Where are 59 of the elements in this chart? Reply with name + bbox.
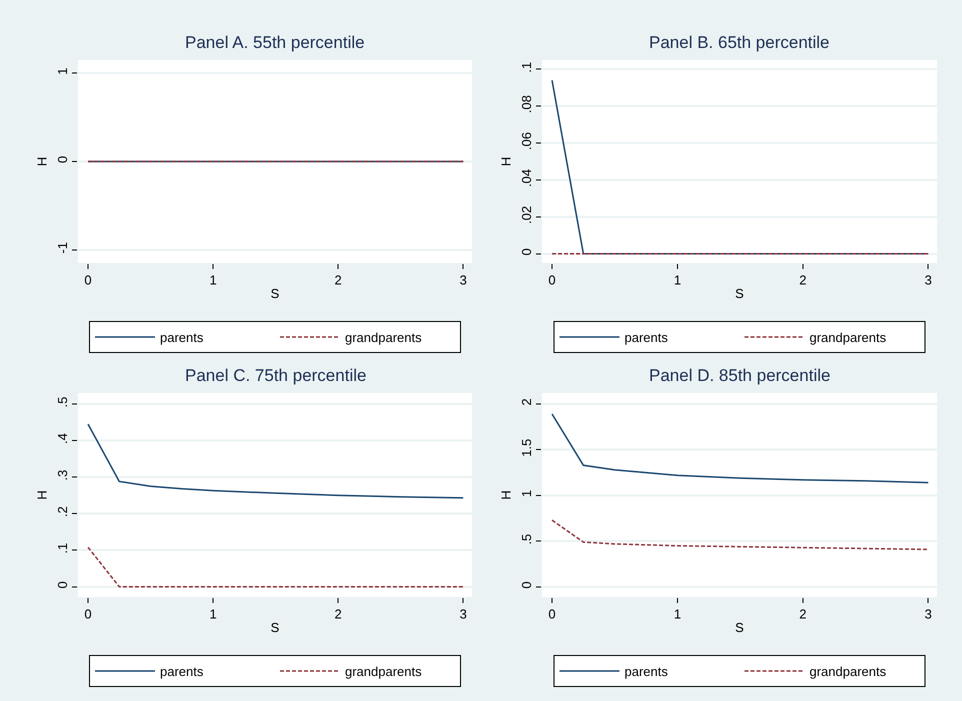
line-series bbox=[87, 423, 464, 499]
x-tick-label: 1 bbox=[209, 272, 217, 288]
chart-title: Panel B. 65th percentile bbox=[649, 33, 830, 52]
y-axis-title: H bbox=[34, 156, 50, 166]
y-tick-label: 1.5 bbox=[518, 438, 534, 457]
y-tick-label: 0 bbox=[518, 581, 534, 589]
legend-label: parents bbox=[160, 664, 204, 680]
chart-title: Panel A. 55th percentile bbox=[185, 33, 365, 52]
x-axis-title: S bbox=[270, 620, 280, 636]
y-tick-label: 2 bbox=[518, 398, 534, 406]
y-tick-label: .4 bbox=[54, 433, 70, 444]
y-tick-label: .2 bbox=[54, 506, 70, 518]
x-tick-label: 1 bbox=[674, 272, 682, 288]
legend-label: parents bbox=[624, 664, 668, 680]
legend-label: grandparents bbox=[810, 664, 887, 680]
y-tick-label: 1 bbox=[54, 68, 70, 75]
y-tick-label: -1 bbox=[54, 242, 70, 254]
legend-label: grandparents bbox=[810, 330, 887, 346]
y-tick-label: .02 bbox=[518, 206, 534, 224]
y-axis-title: H bbox=[498, 156, 514, 166]
x-axis-title: S bbox=[735, 620, 744, 636]
x-tick-label: 3 bbox=[460, 606, 467, 622]
y-tick-label: 0 bbox=[518, 248, 534, 256]
x-tick-label: 0 bbox=[84, 606, 92, 622]
y-axis-title: H bbox=[34, 490, 50, 500]
y-tick-label: 1 bbox=[518, 490, 534, 498]
x-tick-label: 1 bbox=[209, 606, 217, 622]
x-tick-label: 2 bbox=[334, 272, 342, 288]
y-tick-label: .08 bbox=[518, 95, 534, 114]
y-tick-label: 0 bbox=[54, 581, 70, 588]
x-tick-label: 3 bbox=[460, 272, 467, 288]
x-tick-label: 0 bbox=[548, 606, 556, 622]
line-series bbox=[551, 413, 929, 484]
y-tick-label: .06 bbox=[518, 132, 534, 150]
x-tick-label: 3 bbox=[924, 606, 932, 622]
y-tick-label: .3 bbox=[54, 470, 70, 481]
x-axis-title: S bbox=[270, 286, 280, 302]
chart-title: Panel D. 85th percentile bbox=[649, 366, 830, 385]
x-tick-label: 2 bbox=[799, 606, 806, 622]
y-tick-label: .04 bbox=[518, 168, 534, 188]
legend-label: grandparents bbox=[345, 330, 422, 346]
y-axis-title: H bbox=[498, 490, 514, 500]
legend-label: grandparents bbox=[345, 664, 422, 680]
y-tick-label: .5 bbox=[518, 534, 534, 545]
x-tick-label: 2 bbox=[334, 606, 342, 622]
y-tick-label: .1 bbox=[54, 542, 70, 554]
x-tick-label: 0 bbox=[548, 272, 556, 288]
legend-label: parents bbox=[624, 330, 668, 346]
chart-title: Panel C. 75th percentile bbox=[185, 366, 366, 385]
legend-label: parents bbox=[160, 330, 204, 346]
x-tick-label: 3 bbox=[924, 272, 932, 288]
y-tick-label: .5 bbox=[54, 396, 70, 408]
y-tick-label: .1 bbox=[518, 62, 534, 73]
x-tick-label: 1 bbox=[674, 606, 682, 622]
x-tick-label: 0 bbox=[84, 272, 92, 288]
x-tick-label: 2 bbox=[799, 272, 806, 288]
line-series bbox=[551, 519, 929, 550]
x-axis-title: S bbox=[735, 286, 744, 302]
y-tick-label: 0 bbox=[54, 156, 70, 164]
